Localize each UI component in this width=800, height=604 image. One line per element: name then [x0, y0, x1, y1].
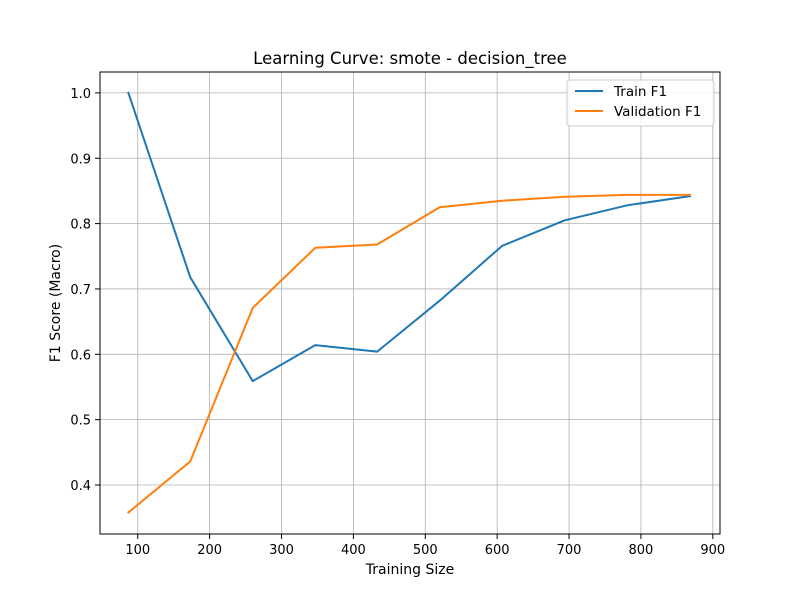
- y-tick-label-2: 0.6: [70, 348, 91, 363]
- x-axis-label: Training Size: [365, 562, 454, 578]
- legend: Train F1 Validation F1: [566, 79, 715, 127]
- y-tick-label-5: 0.9: [70, 152, 91, 167]
- y-tick-label-1: 0.5: [70, 414, 91, 429]
- x-tick-label-400: 400: [341, 543, 366, 558]
- y-tick-label-6: 1.0: [70, 87, 91, 102]
- series-lines: [126, 91, 691, 514]
- y-tick-label-3: 0.7: [70, 283, 91, 298]
- x-tick-label-100: 100: [125, 543, 150, 558]
- x-tick-label-900: 900: [700, 543, 725, 558]
- grid-lines: [100, 72, 720, 534]
- y-tick-label-0: 0.4: [70, 479, 91, 494]
- axis-ticks: 100 200 300 400 500 600 700 800 900 0.4 0.5 0.6 0.7 0…: [70, 87, 725, 558]
- legend-box: [566, 79, 715, 127]
- y-axis-label: F1 Score (Macro): [48, 244, 64, 362]
- legend-label-validation-f1: Validation F1: [614, 104, 701, 120]
- x-tick-label-600: 600: [485, 543, 510, 558]
- x-tick-label-300: 300: [269, 543, 294, 558]
- series-line-train-f1: [127, 91, 691, 383]
- x-tick-label-200: 200: [197, 543, 222, 558]
- x-tick-label-500: 500: [413, 543, 438, 558]
- series-line-validation-f1: [126, 193, 691, 514]
- plot-area-frame: [99, 71, 721, 535]
- x-tick-label-800: 800: [629, 543, 654, 558]
- chart-title: Learning Curve: smote - decision_tree: [253, 49, 567, 69]
- y-tick-label-4: 0.8: [70, 218, 91, 233]
- x-tick-label-700: 700: [557, 543, 582, 558]
- legend-label-train-f1: Train F1: [613, 84, 667, 100]
